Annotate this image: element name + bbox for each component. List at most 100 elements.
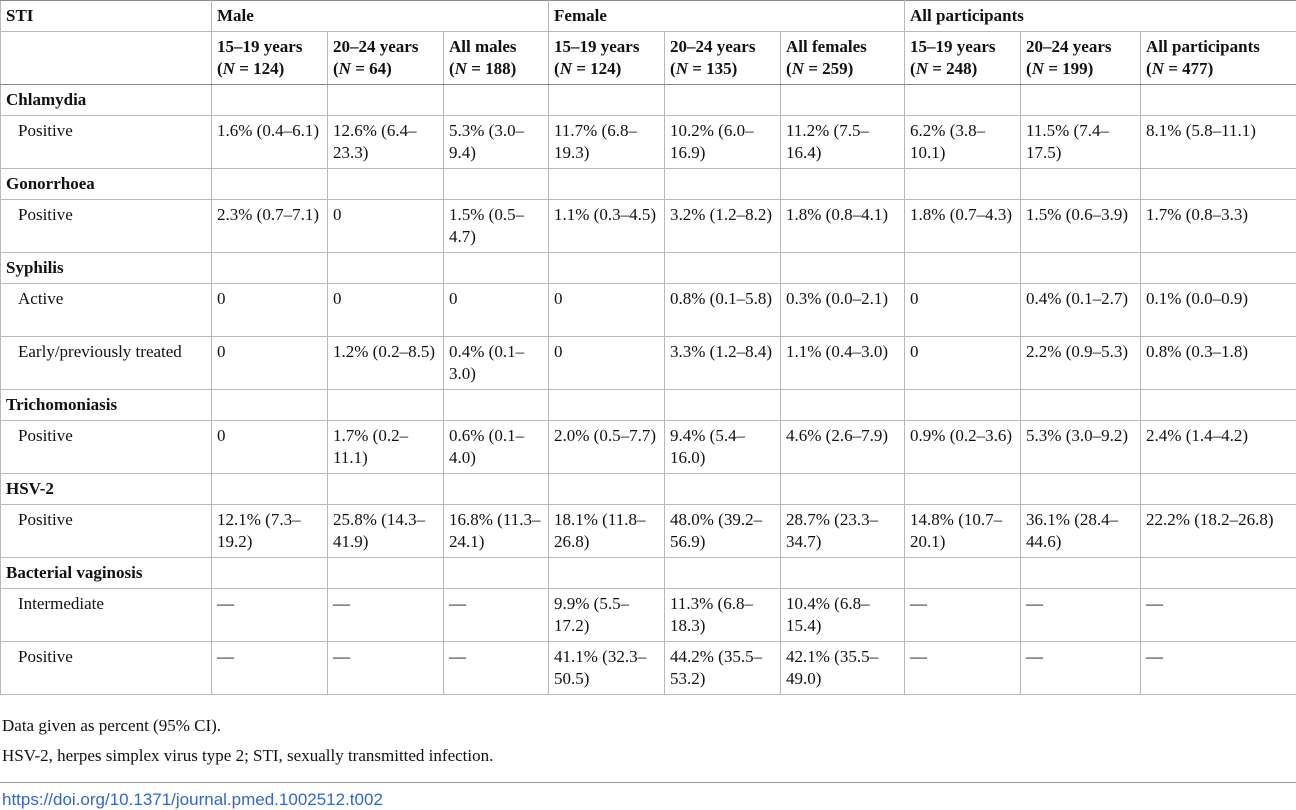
empty-cell bbox=[1021, 474, 1141, 505]
data-cell: 12.6% (6.4–23.3) bbox=[328, 116, 444, 169]
empty-cell bbox=[328, 558, 444, 589]
data-cell: 0 bbox=[212, 421, 328, 474]
subheader-row: 15–19 years(N = 124)20–24 years(N = 64)A… bbox=[1, 32, 1296, 85]
empty-cell bbox=[665, 85, 781, 116]
data-cell: 11.7% (6.8–19.3) bbox=[549, 116, 665, 169]
subheader-label: All females bbox=[786, 36, 899, 58]
data-cell: 48.0% (39.2–56.9) bbox=[665, 505, 781, 558]
empty-cell bbox=[665, 169, 781, 200]
empty-cell bbox=[1141, 558, 1296, 589]
data-cell: 1.8% (0.7–4.3) bbox=[905, 200, 1021, 253]
row-label: Positive bbox=[1, 642, 212, 695]
subheader-n: (N = 248) bbox=[910, 58, 1015, 80]
data-cell: — bbox=[328, 642, 444, 695]
sti-column-header: STI bbox=[1, 1, 212, 32]
row-label: Positive bbox=[1, 116, 212, 169]
table-row: Positive———41.1% (32.3–50.5)44.2% (35.5–… bbox=[1, 642, 1296, 695]
data-cell: 9.9% (5.5–17.2) bbox=[549, 589, 665, 642]
data-cell: — bbox=[444, 589, 549, 642]
empty-cell bbox=[328, 169, 444, 200]
empty-cell bbox=[905, 390, 1021, 421]
abbreviation-note: HSV-2, herpes simplex virus type 2; STI,… bbox=[0, 745, 1296, 767]
empty-cell bbox=[328, 390, 444, 421]
empty-cell bbox=[1021, 558, 1141, 589]
data-cell: 2.0% (0.5–7.7) bbox=[549, 421, 665, 474]
section-row: Trichomoniasis bbox=[1, 390, 1296, 421]
data-cell: 25.8% (14.3–41.9) bbox=[328, 505, 444, 558]
data-cell: 1.7% (0.8–3.3) bbox=[1141, 200, 1296, 253]
data-cell: 9.4% (5.4–16.0) bbox=[665, 421, 781, 474]
empty-cell bbox=[328, 253, 444, 284]
subheader-n: (N = 64) bbox=[333, 58, 438, 80]
subheader-label: All participants bbox=[1146, 36, 1291, 58]
empty-cell bbox=[905, 85, 1021, 116]
empty-cell bbox=[1141, 169, 1296, 200]
section-label: Syphilis bbox=[1, 253, 212, 284]
empty-cell bbox=[1021, 253, 1141, 284]
data-cell: 10.2% (6.0–16.9) bbox=[665, 116, 781, 169]
section-label: Bacterial vaginosis bbox=[1, 558, 212, 589]
empty-cell bbox=[212, 85, 328, 116]
empty-cell bbox=[444, 169, 549, 200]
row-label: Early/previously treated bbox=[1, 337, 212, 390]
data-cell: 1.5% (0.5–4.7) bbox=[444, 200, 549, 253]
data-cell: 0.4% (0.1–3.0) bbox=[444, 337, 549, 390]
data-cell: 0.8% (0.3–1.8) bbox=[1141, 337, 1296, 390]
group-header-all: All participants bbox=[905, 1, 1296, 32]
empty-cell bbox=[549, 474, 665, 505]
data-cell: — bbox=[1021, 589, 1141, 642]
section-row: Chlamydia bbox=[1, 85, 1296, 116]
row-label: Positive bbox=[1, 505, 212, 558]
subheader-cell: 15–19 years(N = 124) bbox=[212, 32, 328, 85]
data-cell: 0.9% (0.2–3.6) bbox=[905, 421, 1021, 474]
data-cell: 2.4% (1.4–4.2) bbox=[1141, 421, 1296, 474]
data-cell: 1.8% (0.8–4.1) bbox=[781, 200, 905, 253]
data-cell: 5.3% (3.0–9.2) bbox=[1021, 421, 1141, 474]
empty-cell bbox=[1021, 85, 1141, 116]
section-row: Gonorrhoea bbox=[1, 169, 1296, 200]
empty-cell bbox=[1141, 390, 1296, 421]
subheader-label: 15–19 years bbox=[910, 36, 1015, 58]
empty-cell bbox=[444, 474, 549, 505]
data-cell: 6.2% (3.8–10.1) bbox=[905, 116, 1021, 169]
empty-cell bbox=[212, 390, 328, 421]
data-cell: — bbox=[1021, 642, 1141, 695]
subheader-cell: 20–24 years(N = 135) bbox=[665, 32, 781, 85]
data-cell: 0 bbox=[905, 337, 1021, 390]
data-cell: 14.8% (10.7–20.1) bbox=[905, 505, 1021, 558]
data-cell: 41.1% (32.3–50.5) bbox=[549, 642, 665, 695]
subheader-label: 20–24 years bbox=[1026, 36, 1135, 58]
subheader-cell: 15–19 years(N = 124) bbox=[549, 32, 665, 85]
empty-cell bbox=[905, 169, 1021, 200]
subheader-n: (N = 124) bbox=[554, 58, 659, 80]
data-cell: 1.1% (0.4–3.0) bbox=[781, 337, 905, 390]
data-cell: 42.1% (35.5–49.0) bbox=[781, 642, 905, 695]
subheader-cell: 15–19 years(N = 248) bbox=[905, 32, 1021, 85]
empty-cell bbox=[444, 558, 549, 589]
subheader-n: (N = 477) bbox=[1146, 58, 1291, 80]
row-label: Positive bbox=[1, 421, 212, 474]
empty-cell bbox=[665, 558, 781, 589]
empty-cell bbox=[549, 85, 665, 116]
row-label: Active bbox=[1, 284, 212, 337]
empty-cell bbox=[1141, 85, 1296, 116]
data-cell: — bbox=[212, 589, 328, 642]
section-row: Syphilis bbox=[1, 253, 1296, 284]
data-cell: 2.2% (0.9–5.3) bbox=[1021, 337, 1141, 390]
doi-link[interactable]: https://doi.org/10.1371/journal.pmed.100… bbox=[0, 790, 1296, 810]
data-cell: 12.1% (7.3–19.2) bbox=[212, 505, 328, 558]
subheader-label: 20–24 years bbox=[670, 36, 775, 58]
subheader-cell: All participants(N = 477) bbox=[1141, 32, 1296, 85]
data-cell: 0.1% (0.0–0.9) bbox=[1141, 284, 1296, 337]
subheader-n: (N = 124) bbox=[217, 58, 322, 80]
empty-cell bbox=[781, 558, 905, 589]
data-cell: 10.4% (6.8–15.4) bbox=[781, 589, 905, 642]
sti-prevalence-table: STI Male Female All participants 15–19 y… bbox=[0, 0, 1296, 695]
data-cell: 11.2% (7.5–16.4) bbox=[781, 116, 905, 169]
data-cell: 18.1% (11.8–26.8) bbox=[549, 505, 665, 558]
doi-divider bbox=[0, 782, 1296, 783]
